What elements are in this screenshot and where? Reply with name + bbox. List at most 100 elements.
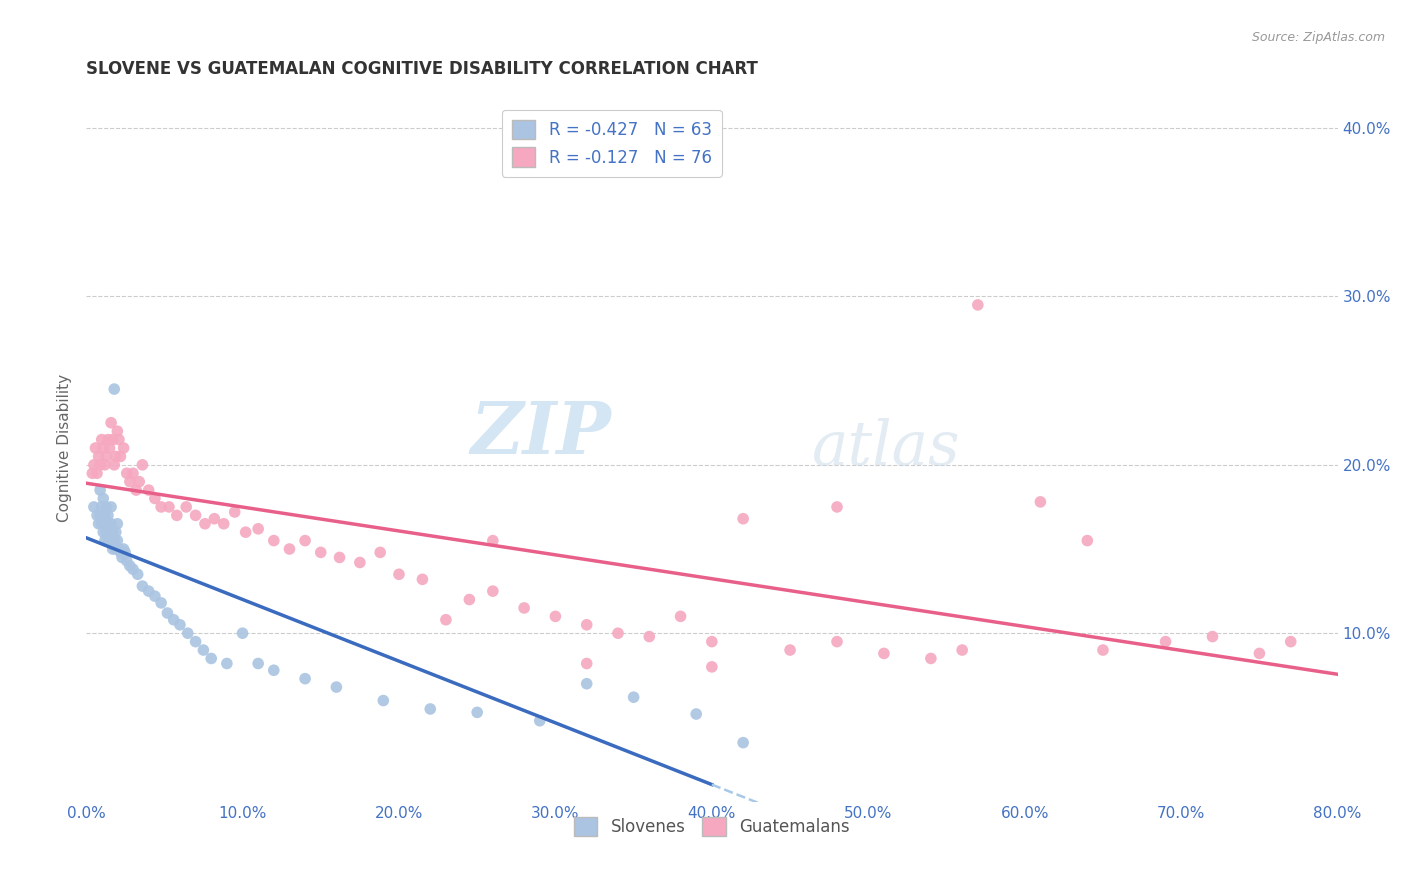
Point [114,545,136,559]
Point [368,545,391,559]
Point [103,382,125,396]
Point [84,441,107,455]
Point [294,672,316,686]
Point [110,450,132,464]
Point [100,516,122,531]
Point [97,433,120,447]
Point [966,298,988,312]
Point [1201,630,1223,644]
Point [247,657,270,671]
Point [309,545,332,559]
Point [112,441,135,455]
Point [150,596,173,610]
Point [100,416,122,430]
Point [388,567,411,582]
Point [194,516,217,531]
Point [86,508,108,523]
Point [105,533,128,548]
Point [373,693,395,707]
Point [544,609,567,624]
Point [575,657,598,671]
Point [215,657,238,671]
Point [950,643,973,657]
Point [184,634,207,648]
Point [89,508,111,523]
Point [513,601,536,615]
Point [873,647,896,661]
Point [94,458,117,472]
Point [163,613,186,627]
Point [700,634,723,648]
Point [825,500,848,514]
Text: ZIP: ZIP [471,399,612,469]
Point [349,556,371,570]
Point [128,475,150,489]
Point [131,458,153,472]
Point [98,516,121,531]
Point [482,533,505,548]
Text: atlas: atlas [813,418,960,478]
Text: SLOVENE VS GUATEMALAN COGNITIVE DISABILITY CORRELATION CHART: SLOVENE VS GUATEMALAN COGNITIVE DISABILI… [86,60,758,78]
Point [465,706,488,720]
Point [458,592,481,607]
Point [143,491,166,506]
Point [1249,647,1271,661]
Point [920,651,942,665]
Point [97,508,120,523]
Point [108,433,131,447]
Point [779,643,801,657]
Point [127,567,149,582]
Point [94,508,117,523]
Point [1154,634,1177,648]
Point [700,660,723,674]
Point [100,533,122,548]
Point [97,533,120,548]
Point [231,626,253,640]
Point [83,500,105,514]
Point [98,525,121,540]
Point [434,613,457,627]
Point [131,579,153,593]
Point [328,550,350,565]
Point [108,541,131,556]
Point [118,558,141,573]
Point [575,617,598,632]
Point [278,541,301,556]
Point [169,617,191,632]
Point [174,500,197,514]
Y-axis label: Cognitive Disability: Cognitive Disability [58,374,72,522]
Point [112,541,135,556]
Point [825,634,848,648]
Point [86,467,108,481]
Point [101,433,124,447]
Point [90,516,112,531]
Point [166,508,188,523]
Point [91,525,114,540]
Point [122,467,145,481]
Legend: Slovenes, Guatemalans: Slovenes, Guatemalans [568,810,856,843]
Point [104,450,127,464]
Point [98,441,121,455]
Point [263,663,285,677]
Point [100,500,122,514]
Point [89,483,111,497]
Point [87,516,110,531]
Point [202,512,225,526]
Point [96,525,118,540]
Point [103,458,125,472]
Point [529,714,551,728]
Point [1076,533,1098,548]
Point [247,522,270,536]
Point [157,500,180,514]
Point [638,630,661,644]
Point [115,554,138,568]
Point [575,676,598,690]
Point [118,475,141,489]
Point [177,626,200,640]
Point [156,606,179,620]
Point [685,706,707,721]
Point [96,516,118,531]
Point [103,533,125,548]
Point [235,525,257,540]
Point [419,702,441,716]
